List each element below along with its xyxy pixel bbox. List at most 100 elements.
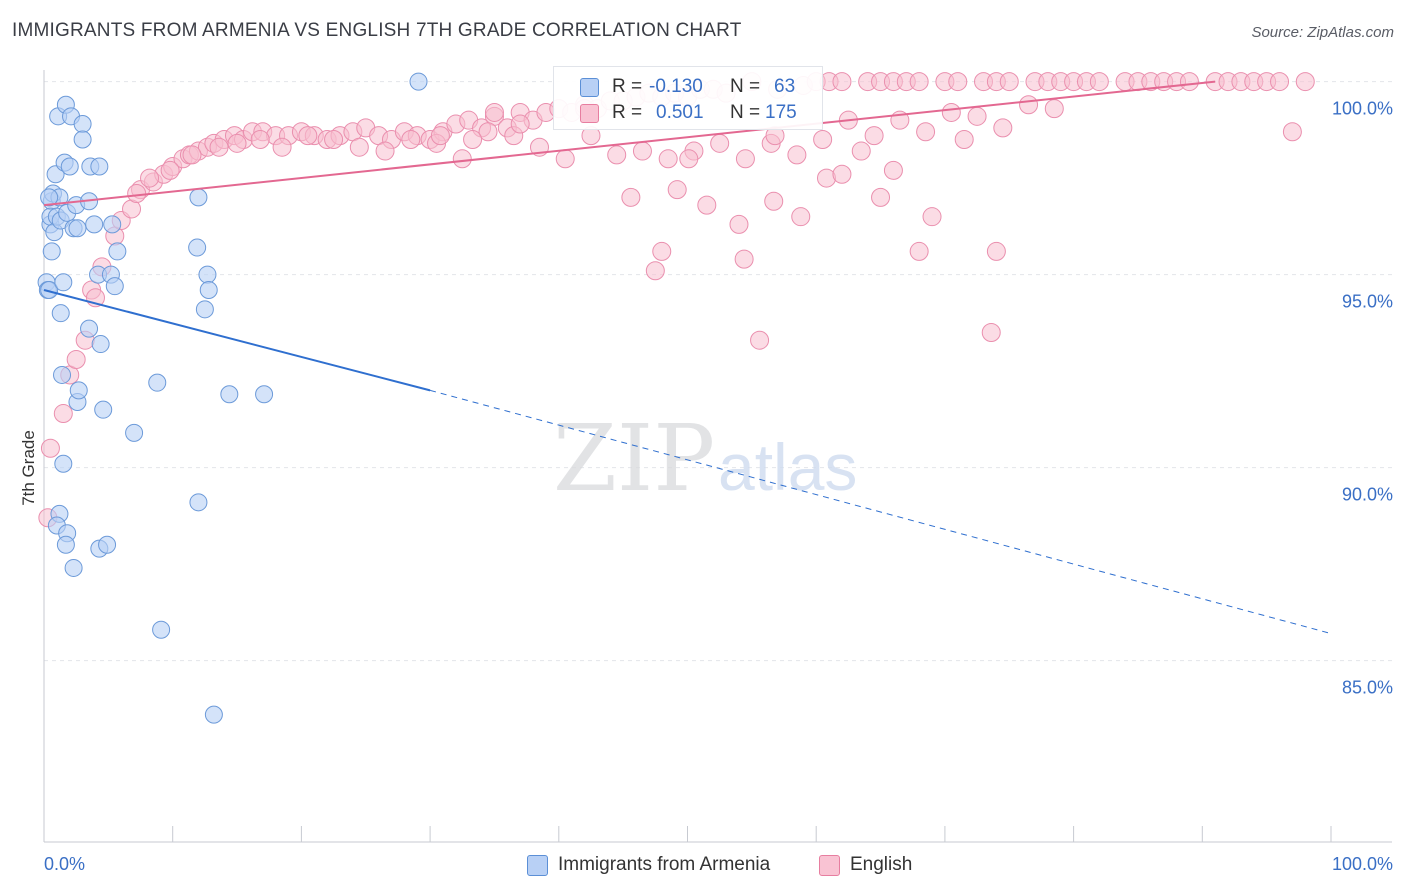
axes xyxy=(43,70,1392,843)
armenia-point xyxy=(409,72,428,91)
english-point xyxy=(401,129,421,149)
english-point xyxy=(555,149,575,169)
armenia-point xyxy=(105,277,124,296)
english-point xyxy=(922,207,942,227)
english-point xyxy=(832,164,852,184)
english-point xyxy=(735,149,755,169)
english-point xyxy=(658,149,678,169)
armenia-point xyxy=(103,215,122,234)
armenia-point xyxy=(60,157,79,176)
armenia-point xyxy=(91,335,110,354)
english-point xyxy=(209,137,229,157)
english-point xyxy=(941,102,961,122)
y-tick-label: 85.0% xyxy=(1342,678,1393,698)
legend-item-armenia[interactable]: Immigrants from Armenia xyxy=(527,852,770,878)
english-point xyxy=(909,72,929,92)
stats-box: R = -0.130 N = 63 R = 0.501 N = 175 xyxy=(553,66,823,130)
armenia-point xyxy=(195,300,214,319)
watermark-atlas: atlas xyxy=(718,430,857,504)
y-tick-label: 95.0% xyxy=(1342,292,1393,312)
english-point xyxy=(484,102,504,122)
stats-n-value-english: 175 xyxy=(765,102,797,123)
english-point xyxy=(53,404,73,424)
english-point xyxy=(1019,95,1039,115)
armenia-point xyxy=(54,454,73,473)
english-point xyxy=(1295,72,1315,92)
stats-r-label: R = xyxy=(612,76,643,97)
stats-swatch-pink xyxy=(580,104,599,123)
armenia-point xyxy=(98,535,117,554)
english-point xyxy=(478,122,498,142)
english-point xyxy=(160,160,180,180)
english-point xyxy=(832,72,852,92)
english-point xyxy=(182,145,202,165)
legend-label-armenia: Immigrants from Armenia xyxy=(558,854,771,875)
tick-labels: 100.0% 95.0% 90.0% 85.0% 0.0% 100.0% xyxy=(44,99,1393,874)
english-point xyxy=(324,129,344,149)
y-tick-label: 90.0% xyxy=(1342,485,1393,505)
y-axis-label: 7th Grade xyxy=(19,430,38,506)
english-point xyxy=(986,241,1006,261)
armenia-points xyxy=(37,72,428,724)
legend-label-english: English xyxy=(850,854,913,875)
english-point xyxy=(652,241,672,261)
english-point xyxy=(40,438,60,458)
armenia-point xyxy=(198,265,217,284)
watermark: ZIP atlas xyxy=(553,405,857,512)
legend-item-english[interactable]: English xyxy=(819,852,912,878)
armenia-point xyxy=(53,365,72,384)
english-point xyxy=(375,141,395,161)
english-point xyxy=(510,114,530,134)
english-point xyxy=(66,350,86,369)
legend-swatch-blue xyxy=(527,854,548,876)
armenia-point xyxy=(56,535,75,554)
english-point xyxy=(787,145,807,165)
english-point xyxy=(999,72,1019,92)
armenia-point xyxy=(54,273,73,292)
trend-lines xyxy=(43,80,1332,635)
english-point xyxy=(883,160,903,180)
english-point xyxy=(463,129,483,149)
armenia-point xyxy=(108,242,127,261)
armenia-trend-extension xyxy=(429,389,1332,635)
english-trend-line xyxy=(43,80,1216,207)
english-point xyxy=(621,187,641,207)
armenia-point xyxy=(80,319,99,338)
english-point xyxy=(791,207,811,227)
armenia-point xyxy=(73,130,92,149)
english-point xyxy=(298,126,318,146)
english-point xyxy=(430,126,450,146)
english-point xyxy=(1089,72,1109,92)
english-point xyxy=(607,145,627,165)
chart-title: IMMIGRANTS FROM ARMENIA VS ENGLISH 7TH G… xyxy=(12,20,742,41)
english-point xyxy=(645,261,665,281)
english-point xyxy=(813,129,833,149)
english-point xyxy=(452,149,472,169)
english-point xyxy=(667,180,687,200)
armenia-point xyxy=(188,238,207,257)
armenia-point xyxy=(40,188,59,207)
english-point xyxy=(250,129,270,149)
english-point xyxy=(272,137,292,157)
stats-n-label: N = xyxy=(730,76,761,97)
english-point xyxy=(750,330,770,350)
english-point xyxy=(864,126,884,146)
stats-swatch-blue xyxy=(580,78,599,97)
english-point xyxy=(710,133,730,153)
armenia-point xyxy=(220,385,239,404)
english-point xyxy=(697,195,717,215)
armenia-point xyxy=(189,493,208,512)
source-credit: Source: ZipAtlas.com xyxy=(1251,24,1394,41)
armenia-point xyxy=(125,423,144,442)
armenia-point xyxy=(189,188,208,207)
legend-swatch-pink xyxy=(819,854,840,876)
stats-r-label: R = xyxy=(612,102,643,123)
english-point xyxy=(954,129,974,149)
english-point xyxy=(851,141,871,161)
english-point xyxy=(909,241,929,261)
english-point xyxy=(1179,72,1199,92)
armenia-point xyxy=(40,281,59,300)
watermark-zip: ZIP xyxy=(553,405,715,512)
armenia-point xyxy=(152,620,171,639)
